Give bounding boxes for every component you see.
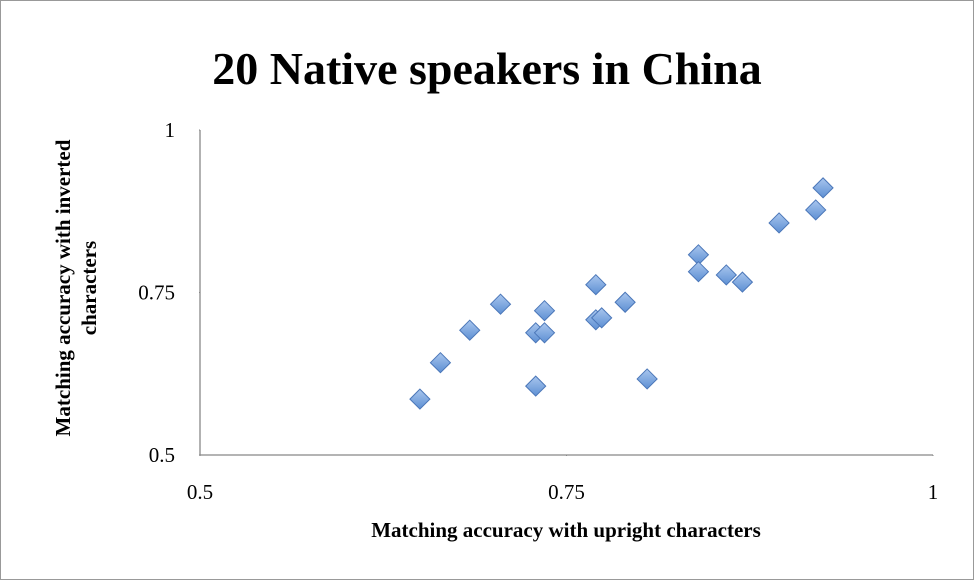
y-tick-label: 1 xyxy=(165,118,176,142)
x-tick-label: 1 xyxy=(928,480,939,504)
marker xyxy=(429,351,452,374)
marker xyxy=(636,368,658,390)
marker xyxy=(687,260,710,283)
marker xyxy=(533,322,556,344)
x-axis-title: Matching accuracy with upright character… xyxy=(371,518,761,542)
y-tick-label: 0.75 xyxy=(138,281,175,305)
marker xyxy=(614,291,636,313)
x-tick-label: 0.5 xyxy=(187,480,213,504)
marker xyxy=(489,293,512,315)
marker xyxy=(805,199,827,221)
y-tick-label: 0.5 xyxy=(149,443,175,467)
marker xyxy=(715,264,738,286)
y-axis-title: Matching accuracy with inverted characte… xyxy=(51,139,101,437)
marker xyxy=(525,375,547,397)
chart-title: 20 Native speakers in China xyxy=(212,43,761,94)
marker xyxy=(768,212,790,234)
marker xyxy=(459,319,481,341)
marker xyxy=(585,273,607,296)
marker xyxy=(533,299,556,322)
marker xyxy=(812,177,834,199)
marker xyxy=(590,307,613,329)
x-tick-label: 0.75 xyxy=(548,480,585,504)
marker xyxy=(731,271,754,293)
marker xyxy=(409,388,431,410)
